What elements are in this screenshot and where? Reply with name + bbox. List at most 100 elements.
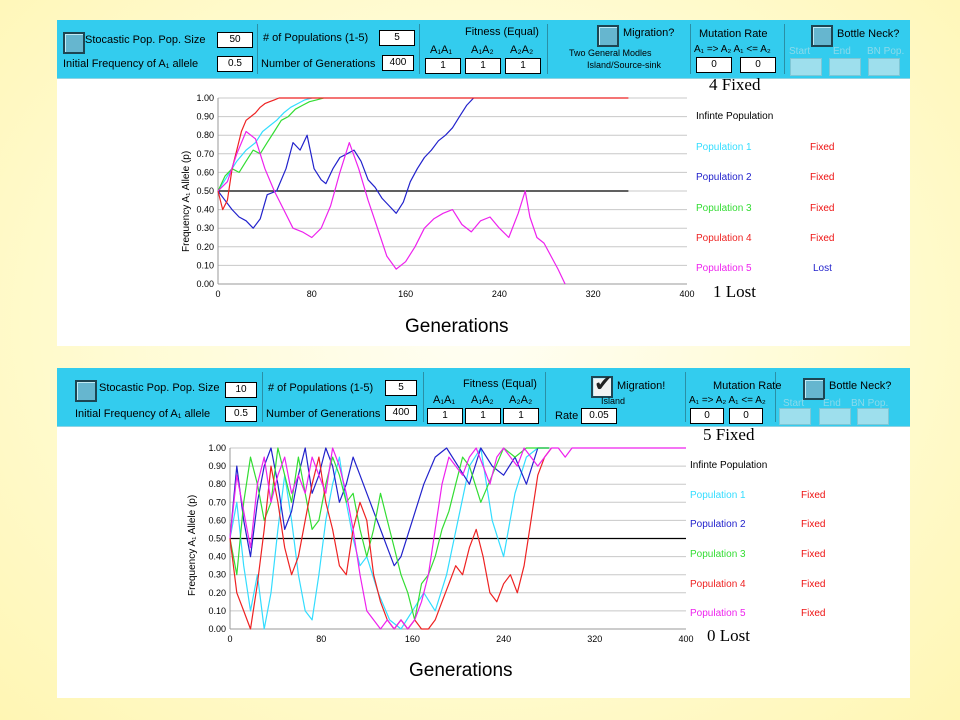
x-tick-label: 80: [316, 634, 326, 644]
x-tick-label: 160: [405, 634, 420, 644]
legend-pop1: Population 1: [696, 142, 752, 153]
divider: [784, 24, 785, 74]
bottleneck-label: Bottle Neck?: [837, 28, 900, 40]
mutation-title: Mutation Rate: [713, 380, 782, 392]
y-tick-label: 0.80: [196, 130, 214, 140]
mutation-backward-input[interactable]: 0: [740, 57, 776, 73]
mutation-forward-input[interactable]: 0: [690, 408, 724, 424]
migration-label: Migration!: [617, 380, 666, 392]
series-line-pop1: [217, 97, 312, 192]
x-tick-label: 320: [586, 289, 601, 299]
series-line-pop3: [217, 97, 324, 192]
bn-start-input[interactable]: [790, 58, 822, 76]
legend-pop4-status: Fixed: [810, 233, 835, 244]
y-tick-label: 0.20: [196, 242, 214, 252]
fitness-a2a2-input[interactable]: 1: [503, 408, 539, 424]
fixed-count-note: 5 Fixed: [703, 425, 755, 444]
legend-pop5: Population 5: [696, 263, 752, 274]
legend-pop2-status: Fixed: [810, 172, 835, 183]
num-generations-label: Number of Generations: [261, 58, 376, 70]
fitness-a1a2-input[interactable]: 1: [465, 408, 501, 424]
divider: [419, 24, 420, 74]
x-tick-label: 160: [398, 289, 413, 299]
num-populations-input[interactable]: 5: [385, 380, 417, 396]
y-tick-label: 0.70: [208, 497, 226, 507]
legend-pop2: Population 2: [696, 172, 752, 183]
migration-rate-label: Rate: [555, 410, 579, 422]
divider: [257, 24, 258, 74]
mutation-backward-input[interactable]: 0: [729, 408, 763, 424]
bn-pop-input[interactable]: [857, 408, 889, 425]
migration-checkbox[interactable]: [597, 25, 619, 47]
y-tick-label: 0.00: [196, 279, 214, 289]
mutation-forward-input[interactable]: 0: [696, 57, 732, 73]
y-tick-label: 0.50: [196, 186, 214, 196]
fitness-a1a1-input[interactable]: 1: [425, 58, 461, 74]
migration-model-label: Two General Modles: [569, 48, 652, 58]
legend-pop1-status: Fixed: [801, 490, 826, 501]
y-tick-label: 0.80: [208, 479, 226, 489]
y-axis-title: Frequency A₁ Allele (p): [187, 494, 198, 596]
fitness-a1a2-input[interactable]: 1: [465, 58, 501, 74]
legend-pop3: Population 3: [690, 549, 746, 560]
x-tick-label: 80: [307, 289, 317, 299]
x-tick-label: 240: [496, 634, 511, 644]
num-generations-input[interactable]: 400: [385, 405, 417, 421]
y-tick-label: 0.60: [208, 515, 226, 525]
series-line-pop2: [217, 97, 475, 229]
y-tick-label: 0.00: [208, 624, 226, 634]
control-bar-2: Stocastic Pop. Pop. Size 10 Initial Freq…: [57, 368, 910, 427]
x-tick-label: 240: [492, 289, 507, 299]
migration-checkbox[interactable]: ✔: [591, 372, 613, 398]
fitness-a2a2-input[interactable]: 1: [505, 58, 541, 74]
bn-end-input[interactable]: [819, 408, 851, 425]
bn-pop-input[interactable]: [868, 58, 900, 76]
initial-frequency-input[interactable]: 0.5: [217, 56, 253, 72]
y-tick-label: 0.10: [208, 606, 226, 616]
initial-frequency-label: Initial Frequency of A₁ allele: [63, 58, 199, 70]
bn-start-input[interactable]: [779, 408, 811, 425]
legend-pop4: Population 4: [696, 233, 752, 244]
mutation-direction-label: A₁ => A₂ A₁ <= A₂: [689, 395, 766, 406]
legend-pop3-status: Fixed: [810, 203, 835, 214]
x-tick-label: 400: [678, 634, 693, 644]
divider: [775, 372, 776, 422]
bottleneck-checkbox[interactable]: [803, 378, 825, 400]
bn-start-label: Start: [789, 46, 811, 57]
stochastic-checkbox[interactable]: [63, 32, 85, 54]
initial-frequency-input[interactable]: 0.5: [225, 406, 257, 422]
series-line-pop5: [229, 447, 686, 630]
pop-size-input[interactable]: 10: [225, 382, 257, 398]
legend-pop1-status: Fixed: [810, 142, 835, 153]
migration-rate-input[interactable]: 0.05: [581, 408, 617, 424]
divider: [545, 372, 546, 422]
x-tick-label: 0: [227, 634, 232, 644]
series-line-pop3: [229, 447, 550, 621]
fitness-a1a1-input[interactable]: 1: [427, 408, 463, 424]
bn-pop-label: BN Pop.: [867, 46, 905, 57]
num-populations-label: # of Populations (1-5): [268, 382, 374, 394]
divider: [547, 24, 548, 74]
y-axis-title: Frequency A₁ Allele (p): [181, 150, 192, 252]
y-tick-label: 0.40: [208, 552, 226, 562]
y-tick-label: 0.90: [196, 112, 214, 122]
lost-count-note: 1 Lost: [713, 282, 756, 301]
bn-start-label: Start: [783, 398, 805, 409]
bn-end-label: End: [823, 398, 841, 409]
bn-end-input[interactable]: [829, 58, 861, 76]
num-populations-input[interactable]: 5: [379, 30, 415, 46]
x-tick-label: 0: [215, 289, 220, 299]
num-generations-input[interactable]: 400: [382, 55, 414, 71]
fitness-col-a2a2: A₂A₂: [510, 44, 534, 56]
legend-pop3: Population 3: [696, 203, 752, 214]
bottleneck-checkbox[interactable]: [811, 25, 833, 47]
legend-pop3-status: Fixed: [801, 549, 826, 560]
divider: [690, 24, 691, 74]
fixed-count-note: 4 Fixed: [709, 75, 761, 94]
stochastic-checkbox[interactable]: [75, 380, 97, 402]
num-populations-label: # of Populations (1-5): [263, 32, 369, 44]
x-axis-title: Generations: [405, 316, 509, 337]
mutation-title: Mutation Rate: [699, 28, 768, 40]
pop-size-input[interactable]: 50: [217, 32, 253, 48]
stochastic-label: Stocastic Pop. Pop. Size: [99, 382, 220, 394]
